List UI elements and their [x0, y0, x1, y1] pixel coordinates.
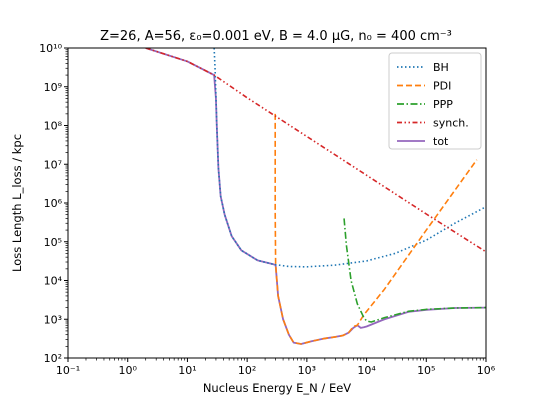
legend-label: tot: [433, 135, 449, 148]
y-tick-label: 10⁶: [44, 197, 63, 210]
y-tick-label: 10⁸: [44, 120, 63, 133]
y-tick-label: 10²: [44, 352, 62, 365]
x-axis-label: Nucleus Energy E_N / EeV: [203, 381, 351, 395]
x-tick-label: 10⁻¹: [56, 364, 80, 377]
series-line-PPP: [343, 218, 486, 323]
y-tick-label: 10¹⁰: [39, 42, 62, 55]
y-tick-label: 10⁹: [44, 81, 62, 94]
legend-box: [388, 52, 482, 150]
series-line-tot: [145, 48, 486, 345]
legend-label: synch.: [433, 117, 469, 130]
x-tick-label: 10²: [238, 364, 256, 377]
x-tick-label: 10⁵: [417, 364, 435, 377]
series-line-synch: [145, 48, 486, 253]
y-tick-label: 10⁴: [44, 275, 63, 288]
y-tick-label: 10³: [44, 313, 62, 326]
y-tick-label: 10⁵: [44, 236, 62, 249]
chart-title: Z=26, A=56, ε₀=0.001 eV, B = 4.0 μG, n₀ …: [100, 29, 452, 44]
legend-label: BH: [433, 61, 449, 74]
x-tick-label: 10⁰: [119, 364, 138, 377]
x-tick-label: 10⁴: [357, 364, 376, 377]
legend: BH PDI PPP synch. tot: [388, 52, 482, 150]
x-tick-label: 10⁶: [477, 364, 496, 377]
x-tick-label: 10¹: [178, 364, 196, 377]
series-line-PDI: [274, 113, 478, 345]
legend-label: PPP: [433, 98, 453, 111]
y-tick-label: 10⁷: [44, 158, 62, 171]
legend-label: PDI: [433, 80, 451, 93]
y-axis-label: Loss Length L_loss / kpc: [10, 134, 24, 272]
x-tick-label: 10³: [298, 364, 316, 377]
